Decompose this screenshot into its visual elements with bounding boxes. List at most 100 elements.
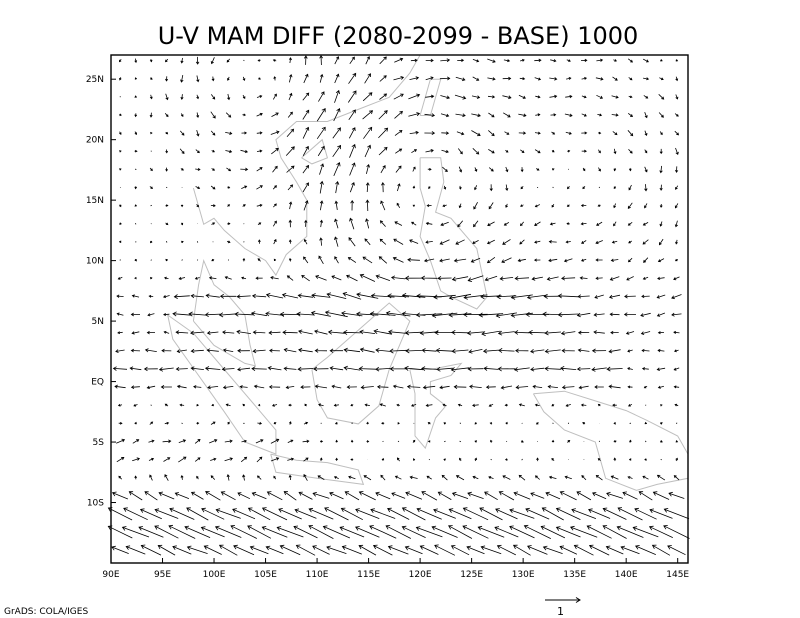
wind-vector xyxy=(163,312,170,317)
wind-vector xyxy=(627,349,633,353)
wind-vector xyxy=(480,545,502,555)
wind-vector xyxy=(237,348,250,353)
wind-vector xyxy=(250,311,268,317)
wind-vector xyxy=(256,475,262,480)
wind-vector xyxy=(535,422,539,425)
wind-vector xyxy=(240,456,248,463)
wind-vector xyxy=(593,330,605,335)
x-tick-label: 95E xyxy=(154,570,171,580)
wind-vector xyxy=(387,293,410,299)
wind-vector xyxy=(162,295,170,299)
wind-vector xyxy=(392,384,404,389)
wind-vector xyxy=(548,475,557,479)
wind-vector xyxy=(552,422,554,425)
wind-vector xyxy=(308,525,334,539)
wind-vector xyxy=(448,508,472,520)
wind-vector xyxy=(150,223,152,225)
wind-vector xyxy=(628,149,633,154)
wind-vector xyxy=(520,221,525,227)
wind-vector xyxy=(364,144,372,158)
wind-vector xyxy=(513,491,531,500)
wind-vector xyxy=(394,57,404,63)
wind-vector xyxy=(393,238,404,245)
wind-vector xyxy=(271,403,278,407)
wind-vector xyxy=(439,258,450,263)
wind-vector xyxy=(140,544,162,556)
wind-vector xyxy=(463,312,488,318)
wind-vector xyxy=(565,240,571,244)
wind-vector xyxy=(158,367,174,372)
wind-vector xyxy=(634,507,657,520)
wind-vector xyxy=(534,149,541,154)
wind-vector xyxy=(180,240,184,244)
wind-vector xyxy=(273,475,277,480)
wind-vector xyxy=(147,313,155,317)
wind-vector xyxy=(359,329,376,335)
wind-vector xyxy=(224,439,233,443)
wind-vector xyxy=(334,73,340,84)
wind-vector xyxy=(179,403,185,407)
wind-vector xyxy=(440,95,451,100)
wind-vector xyxy=(582,186,586,190)
coastline xyxy=(301,138,329,165)
wind-vector xyxy=(283,347,297,353)
wind-vector xyxy=(132,457,141,462)
wind-vector xyxy=(190,348,204,354)
wind-vector xyxy=(288,57,292,64)
wind-vector xyxy=(481,330,501,337)
wind-vector xyxy=(458,203,462,209)
wind-vector xyxy=(581,131,588,135)
wind-vector xyxy=(565,403,571,407)
wind-vector xyxy=(119,240,122,243)
wind-vector xyxy=(487,58,496,63)
wind-vector xyxy=(576,366,591,372)
wind-vector xyxy=(331,384,342,389)
wind-vector xyxy=(118,168,122,171)
wind-vector xyxy=(520,185,524,190)
wind-vector xyxy=(659,131,663,136)
wind-vector xyxy=(132,439,140,444)
wind-vector xyxy=(444,440,446,443)
wind-vector xyxy=(425,240,433,244)
y-tick-label: 5S xyxy=(93,438,105,448)
wind-vector xyxy=(210,204,216,208)
wind-vector xyxy=(488,202,494,210)
wind-vector xyxy=(334,256,339,264)
wind-vector xyxy=(355,508,380,519)
wind-vector xyxy=(265,545,284,555)
wind-vector xyxy=(389,348,408,354)
wind-vector xyxy=(111,491,129,500)
wind-vector xyxy=(613,148,617,155)
wind-vector xyxy=(415,526,443,538)
wind-vector xyxy=(225,112,232,118)
x-tick-label: 100E xyxy=(203,570,226,580)
wind-vector xyxy=(673,475,680,481)
wind-vector xyxy=(348,127,356,139)
wind-vector xyxy=(674,220,678,228)
wind-vector xyxy=(659,184,663,191)
wind-vector xyxy=(401,525,426,538)
wind-vector xyxy=(349,143,356,158)
wind-vector xyxy=(134,131,137,136)
wind-vector xyxy=(490,439,493,443)
wind-vector xyxy=(385,525,411,539)
wind-vector xyxy=(433,508,456,519)
wind-vector xyxy=(208,276,217,280)
wind-vector xyxy=(454,94,467,100)
wind-vector xyxy=(241,276,247,280)
wind-vector xyxy=(552,168,555,171)
wind-vector xyxy=(221,366,235,372)
wind-vector xyxy=(211,258,215,262)
wind-vector xyxy=(502,95,512,100)
wind-vector xyxy=(341,545,362,555)
wind-vector xyxy=(326,545,347,554)
wind-vector xyxy=(288,474,292,481)
wind-vector xyxy=(181,422,183,425)
wind-vector xyxy=(627,221,633,226)
wind-vector xyxy=(203,545,222,555)
wind-vector xyxy=(571,508,597,519)
wind-vector xyxy=(180,57,184,64)
wind-vector xyxy=(210,421,216,425)
wind-vector xyxy=(134,204,137,207)
wind-vector xyxy=(640,331,651,335)
